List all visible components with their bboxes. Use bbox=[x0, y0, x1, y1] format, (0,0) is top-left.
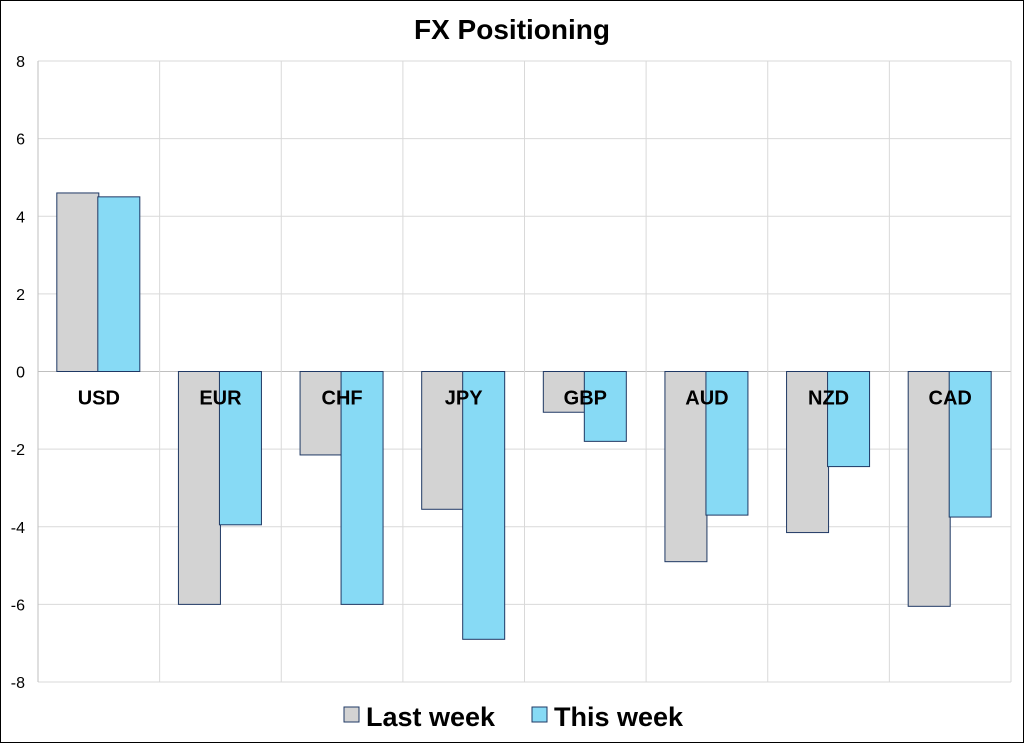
legend: Last week This week bbox=[343, 702, 684, 732]
bar-last-week-eur bbox=[177, 371, 221, 605]
legend-label-last-week: Last week bbox=[366, 702, 496, 732]
bar-this-week-usd bbox=[97, 196, 141, 372]
y-tick-label: 6 bbox=[16, 132, 25, 149]
y-tick-label: -8 bbox=[11, 675, 25, 692]
y-tick-label: 0 bbox=[16, 365, 25, 382]
bar-last-week-usd bbox=[56, 192, 100, 372]
chart-title: FX Positioning bbox=[414, 14, 610, 45]
category-label-jpy: JPY bbox=[445, 388, 483, 410]
category-label-usd: USD bbox=[78, 388, 120, 410]
category-label-gbp: GBP bbox=[564, 388, 607, 410]
bar-last-week-nzd bbox=[786, 371, 830, 534]
legend-label-this-week: This week bbox=[554, 702, 684, 732]
bar-this-week-chf bbox=[340, 371, 384, 605]
category-label-eur: EUR bbox=[199, 388, 242, 410]
category-label-nzd: NZD bbox=[808, 388, 849, 410]
bar-this-week-eur bbox=[218, 371, 262, 526]
y-tick-label: 2 bbox=[16, 287, 25, 304]
y-tick-label: -4 bbox=[11, 520, 25, 537]
legend-swatch-this-week bbox=[531, 706, 548, 723]
y-tick-label: 4 bbox=[16, 209, 25, 226]
y-tick-label: -6 bbox=[11, 597, 25, 614]
category-label-aud: AUD bbox=[685, 388, 728, 410]
bar-last-week-chf bbox=[299, 371, 343, 456]
legend-swatch-last-week bbox=[343, 706, 360, 723]
bar-this-week-cad bbox=[948, 371, 992, 518]
category-label-cad: CAD bbox=[929, 388, 972, 410]
axis-layer: 8 6 4 2 0 -2 -4 -6 -8 USD EUR CHF JPY GBP AUD NZD CAD bbox=[11, 54, 972, 692]
bar-last-week-cad bbox=[907, 371, 951, 607]
bar-this-week-gbp bbox=[583, 371, 627, 442]
bar-this-week-jpy bbox=[462, 371, 506, 640]
y-tick-label: -2 bbox=[11, 442, 25, 459]
category-label-chf: CHF bbox=[322, 388, 363, 410]
bar-this-week-aud bbox=[705, 371, 749, 516]
y-tick-label: 8 bbox=[16, 54, 25, 71]
bar-this-week-nzd bbox=[827, 371, 871, 468]
bars-layer bbox=[56, 192, 992, 640]
